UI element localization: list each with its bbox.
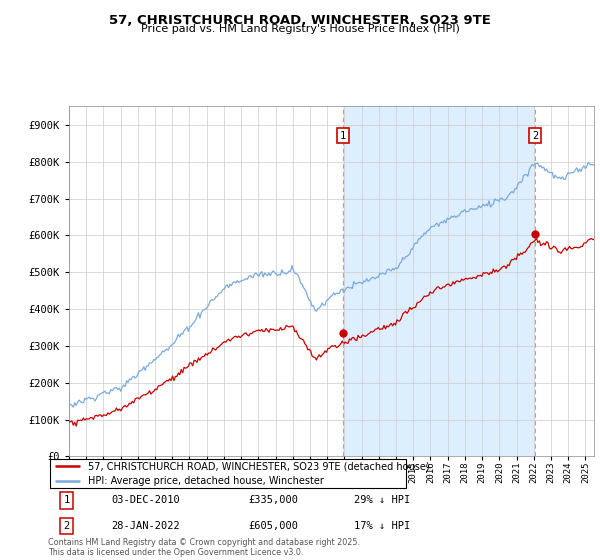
Text: £605,000: £605,000 <box>248 521 299 531</box>
Text: 29% ↓ HPI: 29% ↓ HPI <box>354 496 410 506</box>
Text: Price paid vs. HM Land Registry's House Price Index (HPI): Price paid vs. HM Land Registry's House … <box>140 24 460 34</box>
Text: 57, CHRISTCHURCH ROAD, WINCHESTER, SO23 9TE: 57, CHRISTCHURCH ROAD, WINCHESTER, SO23 … <box>109 14 491 27</box>
Text: £335,000: £335,000 <box>248 496 299 506</box>
Text: 57, CHRISTCHURCH ROAD, WINCHESTER, SO23 9TE (detached house): 57, CHRISTCHURCH ROAD, WINCHESTER, SO23 … <box>88 461 429 472</box>
Text: 1: 1 <box>64 496 70 506</box>
Text: 03-DEC-2010: 03-DEC-2010 <box>112 496 180 506</box>
Text: 2: 2 <box>532 131 538 141</box>
FancyBboxPatch shape <box>50 459 406 488</box>
Text: 17% ↓ HPI: 17% ↓ HPI <box>354 521 410 531</box>
Text: HPI: Average price, detached house, Winchester: HPI: Average price, detached house, Winc… <box>88 476 323 486</box>
Text: Contains HM Land Registry data © Crown copyright and database right 2025.
This d: Contains HM Land Registry data © Crown c… <box>48 538 360 557</box>
Text: 28-JAN-2022: 28-JAN-2022 <box>112 521 180 531</box>
Text: 1: 1 <box>340 131 346 141</box>
Text: 2: 2 <box>64 521 70 531</box>
Bar <box>343 106 535 456</box>
